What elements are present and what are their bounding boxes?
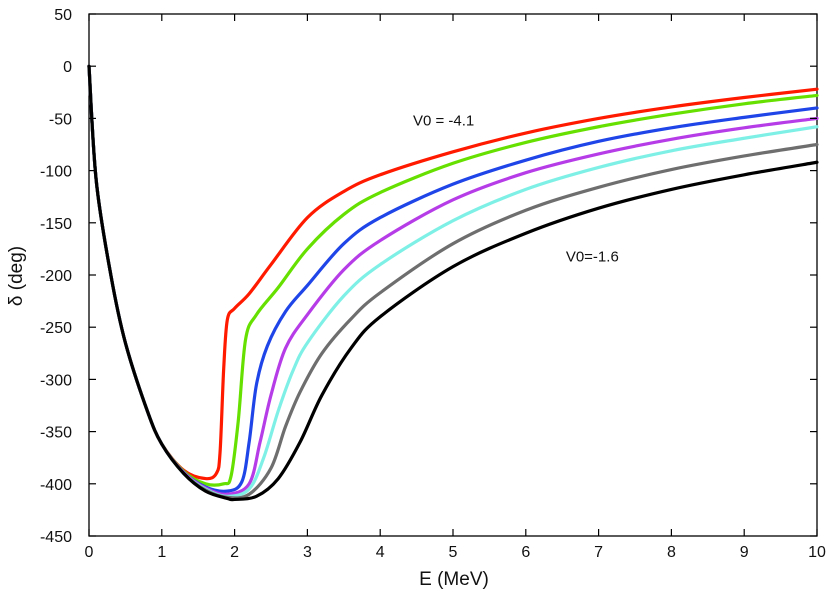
annotation-layer: V0 = -4.1 V0=-1.6 [413, 113, 619, 266]
y-tick-label: 0 [63, 59, 72, 76]
plot-frame [88, 13, 818, 537]
y-tick-label: -150 [40, 216, 72, 233]
y-axis-title: δ (deg) [6, 246, 27, 306]
series-line-5 [87, 64, 819, 498]
plot-area [88, 13, 818, 537]
x-tick-label: 2 [230, 544, 239, 561]
y-tick-label: -250 [40, 320, 72, 337]
x-tick-label: 4 [376, 544, 385, 561]
series-line-6 [87, 64, 819, 500]
y-tick-label: -400 [40, 477, 72, 494]
tick-layer: 0 1 2 3 4 5 6 7 8 9 10 50 0 -50 -100 -150 -200 -250 -300 -3… [40, 7, 826, 561]
y-tick-label: -50 [49, 111, 72, 128]
x-tick-label: 8 [667, 544, 676, 561]
annotation-label: V0 = -4.1 [413, 113, 474, 130]
y-tick-label: -200 [40, 268, 72, 285]
series-line-4 [87, 64, 819, 496]
x-axis-title: E (MeV) [419, 569, 489, 590]
x-tick-label: 3 [303, 544, 312, 561]
x-tick-label: 6 [521, 544, 530, 561]
y-tick-label: -100 [40, 164, 72, 181]
y-tick-label: 50 [54, 7, 72, 24]
x-tick-label: 10 [808, 544, 826, 561]
annotation-label: V0=-1.6 [566, 248, 619, 265]
series-line-3 [87, 64, 819, 493]
y-tick-label: -300 [40, 372, 72, 389]
x-tick-label: 7 [594, 544, 603, 561]
series-layer [87, 64, 819, 502]
x-tick-label: 9 [740, 544, 749, 561]
x-tick-label: 5 [449, 544, 458, 561]
x-tick-label: 0 [85, 544, 94, 561]
y-tick-label: -350 [40, 425, 72, 442]
x-tick-label: 1 [157, 544, 166, 561]
series-line-7 [87, 64, 819, 502]
y-tick-label: -450 [40, 529, 72, 546]
